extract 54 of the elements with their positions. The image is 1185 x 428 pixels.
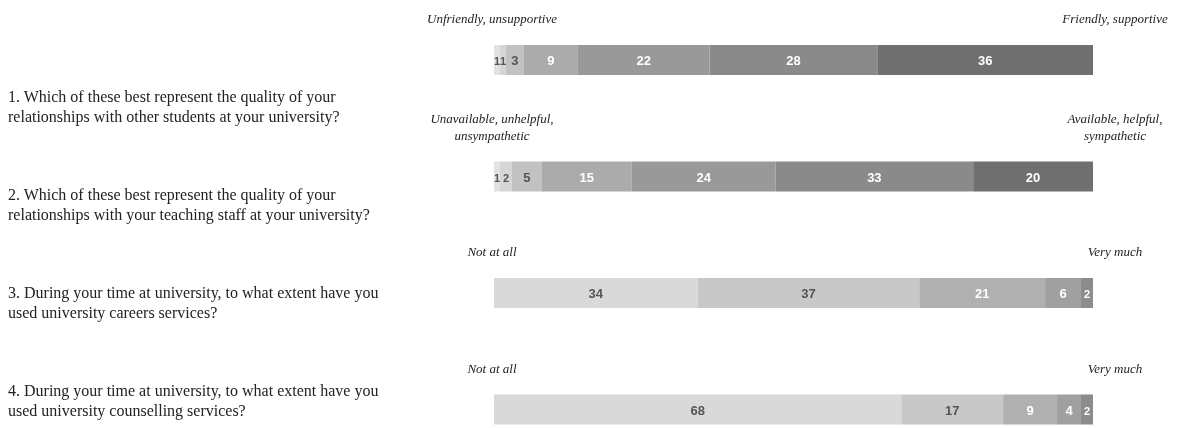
data-label: 9 (1026, 402, 1034, 418)
annotation: Very much (1087, 244, 1143, 259)
annotation: Available, helpful, sympathetic (1066, 110, 1163, 143)
data-label: 28 (786, 53, 801, 68)
data-label: 2 (1083, 288, 1091, 300)
data-label: 9 (547, 53, 555, 68)
data-label: 6 (1059, 286, 1067, 301)
bar (494, 394, 902, 425)
y-tick-label: 4. During your time at university, to what extent have you used university counselling services? (8, 382, 379, 420)
bar (973, 161, 1093, 192)
y-tick-label: 2. Which of these best represent the quality of your relationships with your teaching staff at your university? (8, 186, 370, 224)
data-label: 37 (801, 286, 816, 301)
data-label: 1 (499, 55, 507, 67)
bar (1045, 278, 1082, 308)
data-label: 22 (636, 53, 651, 68)
data-label: 15 (579, 169, 595, 185)
data-label: 33 (867, 169, 882, 185)
bar (709, 45, 878, 75)
annotation: Very much (1087, 360, 1143, 376)
data-label: 5 (523, 169, 531, 185)
y-tick-label: 3. During your time at university, to what extent have you used university careers services? (8, 284, 379, 322)
data-label: 1 (493, 55, 501, 67)
bar (1057, 394, 1082, 425)
y-tick-label: 1. Which of these best represent the quality of your relationships with other students at your university? (8, 88, 340, 126)
bar (577, 45, 710, 75)
bar (697, 278, 920, 308)
data-label: 1 (493, 171, 501, 184)
annotation: Not at all (466, 360, 517, 376)
data-label: 3 (511, 53, 519, 68)
bar (511, 161, 542, 192)
annotation: Unavailable, unhelpful, unsympathetic (430, 110, 554, 143)
data-label: 34 (588, 286, 604, 301)
data-label: 2 (502, 171, 510, 184)
data-label: 68 (690, 402, 705, 418)
bar (631, 161, 776, 192)
bar (541, 161, 632, 192)
bar (901, 394, 1004, 425)
data-label: 21 (974, 286, 990, 301)
bar (877, 45, 1093, 75)
text: Friendly, supportive (1061, 11, 1168, 26)
data-label: 4 (1065, 402, 1074, 418)
data-label: 24 (696, 169, 712, 185)
text: Unfriendly, unsupportive (427, 11, 558, 26)
data-label: 36 (977, 53, 993, 68)
annotation: Not at all (466, 244, 517, 259)
bar (1003, 394, 1058, 425)
bar (494, 278, 698, 308)
data-label: 20 (1025, 169, 1041, 185)
bar (919, 278, 1046, 308)
bar (523, 45, 578, 75)
data-label: 17 (945, 402, 960, 418)
bar (505, 45, 524, 75)
data-label: 2 (1083, 404, 1091, 417)
bar (775, 161, 974, 192)
